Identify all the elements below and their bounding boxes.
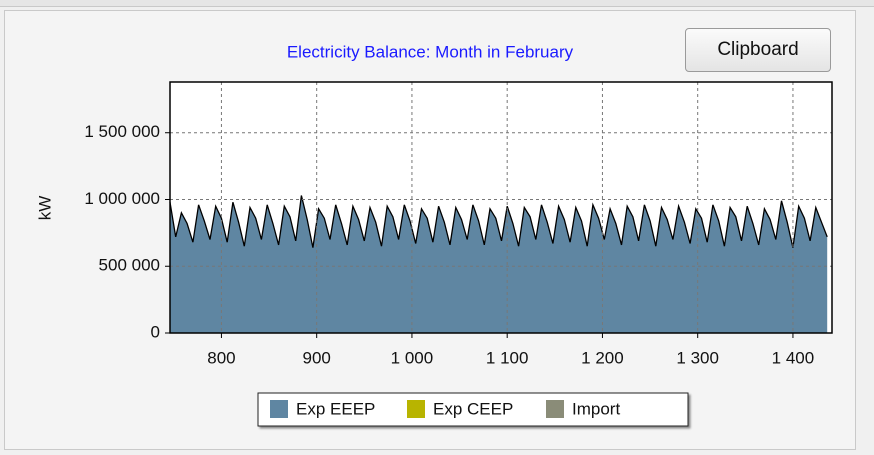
legend-box (257, 392, 689, 427)
legend-label: Exp EEEP (296, 399, 375, 418)
top-bar (0, 0, 874, 7)
y-tick-label: 1 500 000 (84, 122, 160, 141)
clipboard-button[interactable]: Clipboard (685, 28, 831, 72)
legend-swatch (546, 400, 564, 418)
y-tick-label: 1 000 000 (84, 189, 160, 208)
plot-frame (169, 81, 833, 334)
chart-title: Electricity Balance: Month in February (287, 42, 574, 61)
area-outline (169, 195, 828, 248)
legend-label: Exp CEEP (433, 399, 513, 418)
x-tick-label: 900 (303, 348, 331, 367)
y-tick-label: 0 (151, 322, 160, 341)
x-tick-label: 1 100 (486, 348, 529, 367)
legend-swatch (270, 400, 288, 418)
x-tick-label: 1 200 (581, 348, 624, 367)
x-tick-label: 1 400 (772, 348, 815, 367)
legend-swatch (407, 400, 425, 418)
x-tick-label: 800 (207, 348, 235, 367)
y-axis-label: kW (35, 196, 54, 221)
y-tick-label: 500 000 (99, 256, 160, 275)
x-tick-label: 1 000 (391, 348, 434, 367)
legend-label: Import (572, 399, 620, 418)
area (170, 195, 828, 333)
x-tick-label: 1 300 (676, 348, 719, 367)
